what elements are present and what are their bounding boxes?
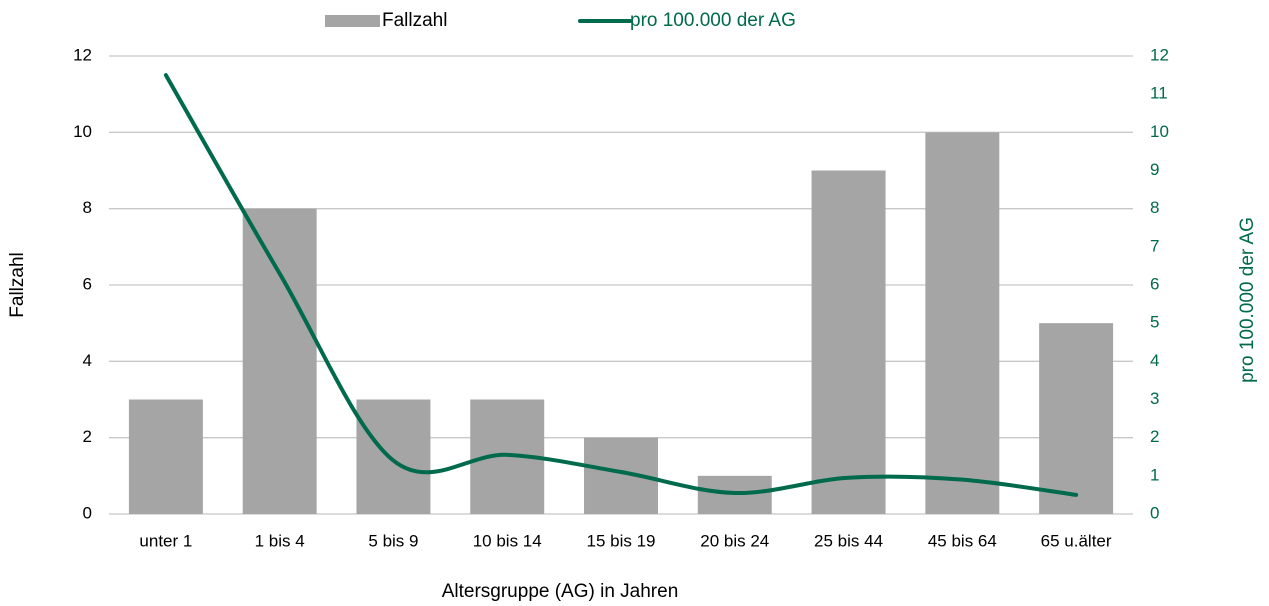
y-tick-label: 12 — [73, 45, 92, 64]
y2-axis-title: pro 100.000 der AG — [1237, 217, 1258, 383]
y-tick-label: 2 — [83, 427, 92, 446]
bar — [242, 208, 317, 514]
x-tick-label: 25 bis 44 — [814, 531, 883, 550]
bar — [356, 399, 431, 514]
x-axis-title: Altersgruppe (AG) in Jahren — [442, 581, 679, 602]
x-tick-label: 5 bis 9 — [368, 531, 418, 550]
y2-tick-label: 1 — [1150, 465, 1159, 484]
y-tick-label: 6 — [83, 274, 92, 293]
y2-tick-label: 8 — [1150, 198, 1159, 217]
y-tick-label: 4 — [83, 351, 92, 370]
x-tick-label: 1 bis 4 — [255, 531, 305, 550]
line — [163, 73, 1079, 497]
y2-tick-label: 11 — [1150, 84, 1168, 103]
x-tick-label: 45 bis 64 — [928, 531, 997, 550]
x-tick-label: 15 bis 19 — [587, 531, 656, 550]
y2-tick-label: 5 — [1150, 313, 1159, 332]
y2-tick-label: 9 — [1150, 160, 1159, 179]
y-tick-label: 10 — [73, 122, 92, 141]
legend-label: Fallzahl — [382, 10, 447, 31]
y2-tick-label: 10 — [1150, 122, 1169, 141]
bar — [128, 399, 203, 514]
y2-tick-label: 12 — [1150, 45, 1169, 64]
y2-tick-label: 0 — [1150, 503, 1159, 522]
y2-tick-label: 2 — [1150, 427, 1159, 446]
y2-tick-label: 6 — [1150, 274, 1159, 293]
bar — [811, 170, 886, 514]
y2-tick-label: 4 — [1150, 351, 1159, 370]
y-tick-label: 8 — [83, 198, 92, 217]
y2-tick-label: 7 — [1150, 236, 1159, 255]
x-tick-label: unter 1 — [139, 531, 192, 550]
y2-tick-label: 3 — [1150, 389, 1159, 408]
legend-swatch — [325, 15, 380, 27]
y-axis-title: Fallzahl — [7, 252, 28, 317]
x-tick-label: 65 u.älter — [1041, 531, 1112, 550]
bar — [925, 132, 1000, 515]
x-tick-label: 10 bis 14 — [473, 531, 542, 550]
legend-label: pro 100.000 der AG — [630, 10, 796, 31]
x-tick-label: 20 bis 24 — [700, 531, 769, 550]
y-tick-label: 0 — [83, 503, 92, 522]
bar — [1039, 323, 1114, 514]
